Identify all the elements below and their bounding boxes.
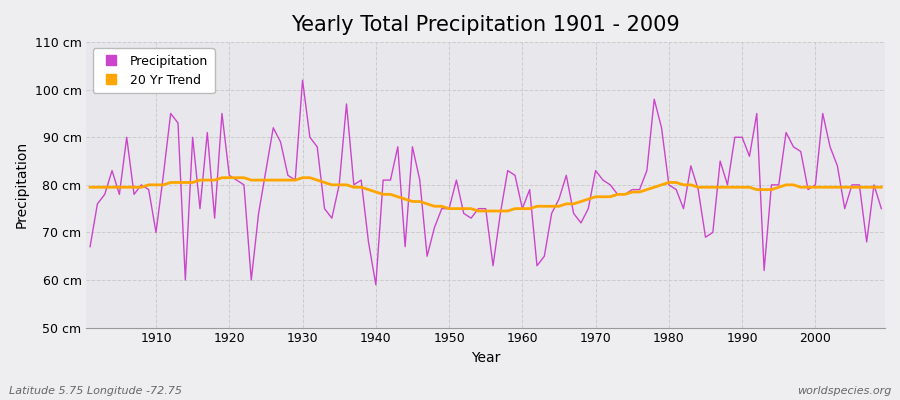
- Title: Yearly Total Precipitation 1901 - 2009: Yearly Total Precipitation 1901 - 2009: [292, 15, 680, 35]
- X-axis label: Year: Year: [471, 351, 500, 365]
- Legend: Precipitation, 20 Yr Trend: Precipitation, 20 Yr Trend: [93, 48, 215, 93]
- Text: worldspecies.org: worldspecies.org: [796, 386, 891, 396]
- Text: Latitude 5.75 Longitude -72.75: Latitude 5.75 Longitude -72.75: [9, 386, 182, 396]
- Y-axis label: Precipitation: Precipitation: [15, 141, 29, 228]
